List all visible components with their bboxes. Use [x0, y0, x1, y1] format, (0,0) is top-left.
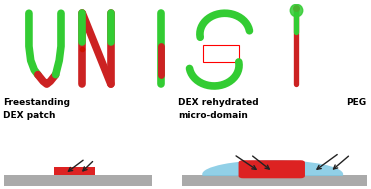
Ellipse shape	[202, 160, 343, 188]
Text: PEG: PEG	[346, 98, 366, 107]
Text: DEX patch: DEX patch	[3, 111, 56, 120]
Text: DEX rehydrated: DEX rehydrated	[178, 98, 259, 107]
Text: micro-domain: micro-domain	[178, 111, 248, 120]
FancyBboxPatch shape	[239, 160, 305, 178]
Bar	[54, 167, 95, 175]
Text: 1 mm: 1 mm	[319, 81, 337, 86]
Text: Freestanding: Freestanding	[3, 98, 70, 107]
Bar	[182, 175, 367, 186]
Bar	[4, 175, 152, 186]
Bar	[203, 45, 239, 62]
